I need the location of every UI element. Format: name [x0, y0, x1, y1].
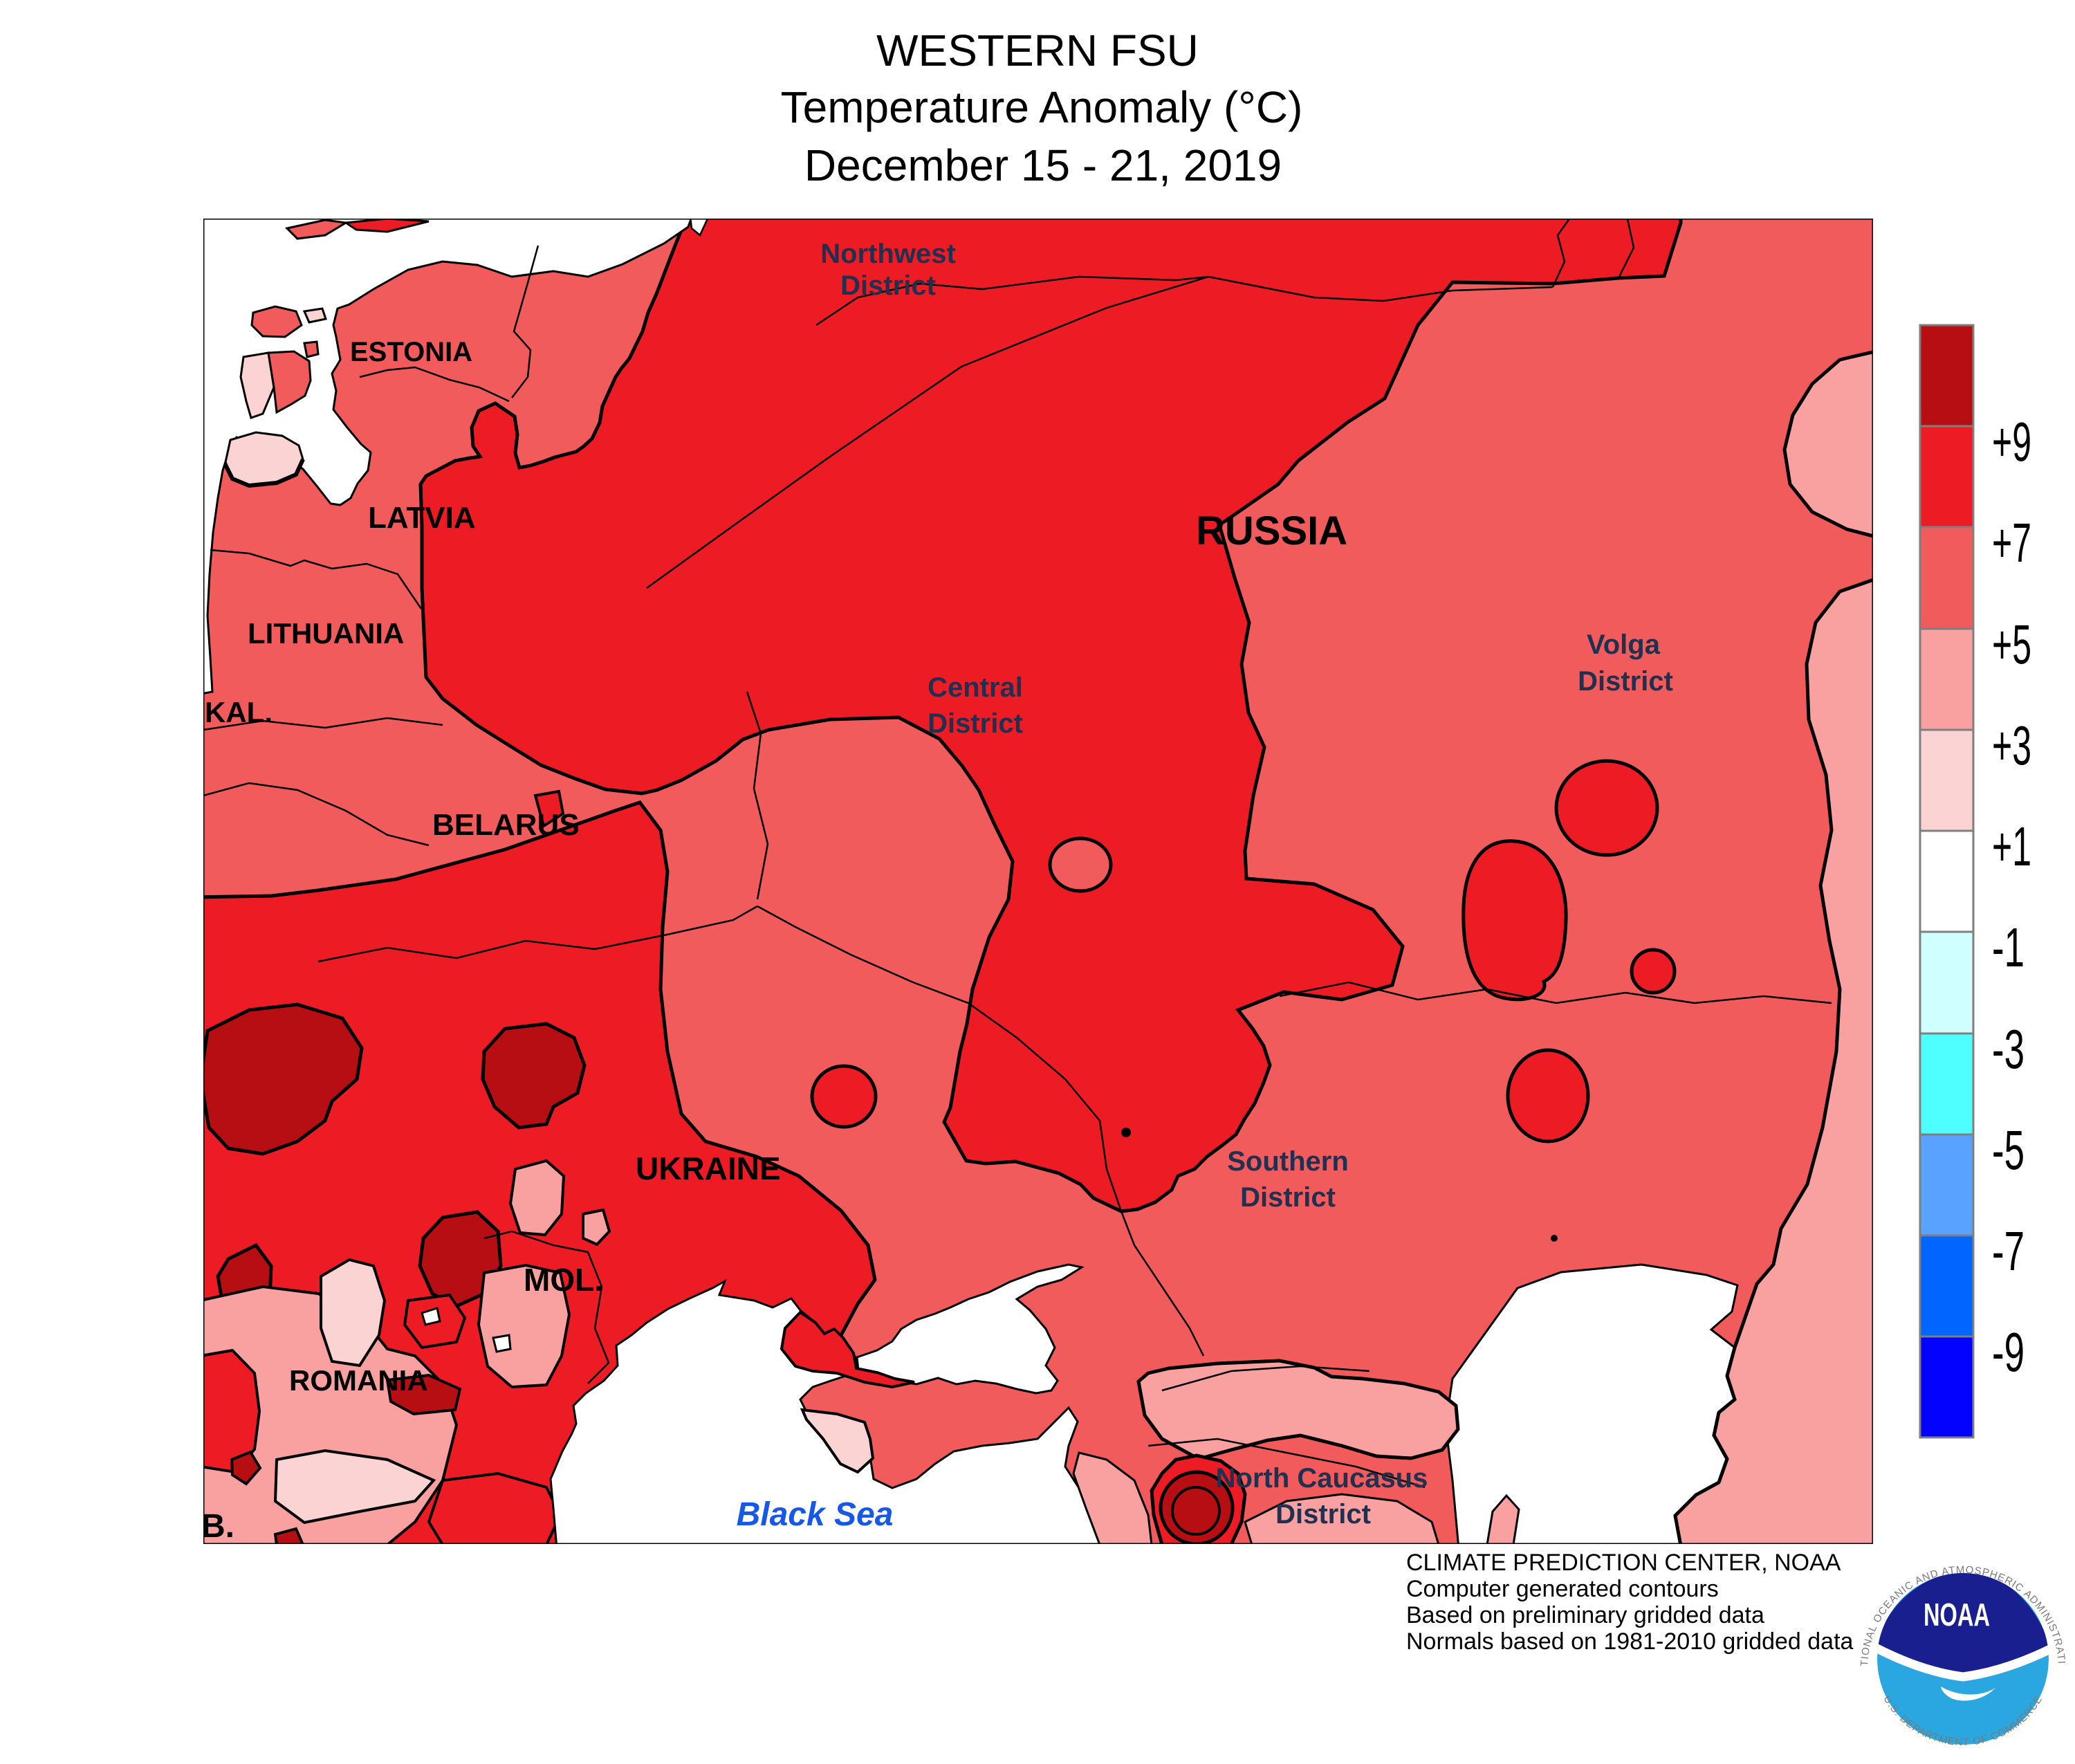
- svg-text:District: District: [840, 270, 936, 301]
- svg-text:District: District: [1275, 1499, 1371, 1529]
- svg-text:December 15 - 21, 2019: December 15 - 21, 2019: [804, 140, 1282, 190]
- svg-text:Normals based on 1981-2010 gri: Normals based on 1981-2010 gridded data: [1406, 1628, 1854, 1655]
- svg-text:Southern: Southern: [1227, 1146, 1349, 1177]
- svg-text:Temperature Anomaly (°C): Temperature Anomaly (°C): [781, 82, 1303, 132]
- svg-text:District: District: [928, 708, 1023, 739]
- svg-text:LITHUANIA: LITHUANIA: [248, 617, 404, 650]
- svg-text:-5: -5: [1992, 1119, 2025, 1181]
- svg-text:B.: B.: [201, 1508, 234, 1545]
- svg-text:NOAA: NOAA: [1924, 1597, 1990, 1633]
- svg-text:-9: -9: [1992, 1321, 2025, 1383]
- svg-text:RUSSIA: RUSSIA: [1196, 508, 1347, 553]
- svg-text:District: District: [1578, 666, 1673, 697]
- svg-text:+5: +5: [1992, 614, 2031, 675]
- svg-text:Computer generated contours: Computer generated contours: [1406, 1576, 1719, 1602]
- svg-text:UKRAINE: UKRAINE: [636, 1150, 781, 1186]
- svg-text:+1: +1: [1992, 816, 2031, 877]
- svg-text:+7: +7: [1992, 512, 2031, 573]
- svg-text:Black Sea: Black Sea: [737, 1496, 894, 1533]
- svg-text:ROMANIA: ROMANIA: [289, 1364, 428, 1397]
- svg-text:Volga: Volga: [1587, 630, 1661, 660]
- svg-text:Based on preliminary gridded d: Based on preliminary gridded data: [1406, 1602, 1764, 1628]
- svg-text:BELARUS: BELARUS: [432, 808, 580, 842]
- svg-text:+3: +3: [1992, 715, 2031, 776]
- svg-text:ESTONIA: ESTONIA: [350, 337, 472, 367]
- svg-text:-1: -1: [1992, 917, 2025, 978]
- svg-text:District: District: [1240, 1182, 1336, 1213]
- svg-text:-3: -3: [1992, 1018, 2025, 1080]
- svg-text:KAL.: KAL.: [205, 696, 273, 728]
- svg-text:Northwest: Northwest: [820, 239, 956, 269]
- svg-text:+9: +9: [1992, 411, 2031, 472]
- svg-text:-7: -7: [1992, 1220, 2025, 1282]
- svg-text:MOL.: MOL.: [524, 1262, 603, 1298]
- svg-text:LATVIA: LATVIA: [368, 501, 476, 535]
- svg-text:WESTERN FSU: WESTERN FSU: [876, 26, 1199, 75]
- svg-text:CLIMATE PREDICTION CENTER, NOA: CLIMATE PREDICTION CENTER, NOAA: [1406, 1550, 1841, 1576]
- svg-text:Central: Central: [928, 672, 1023, 703]
- svg-text:North Caucasus: North Caucasus: [1216, 1463, 1428, 1494]
